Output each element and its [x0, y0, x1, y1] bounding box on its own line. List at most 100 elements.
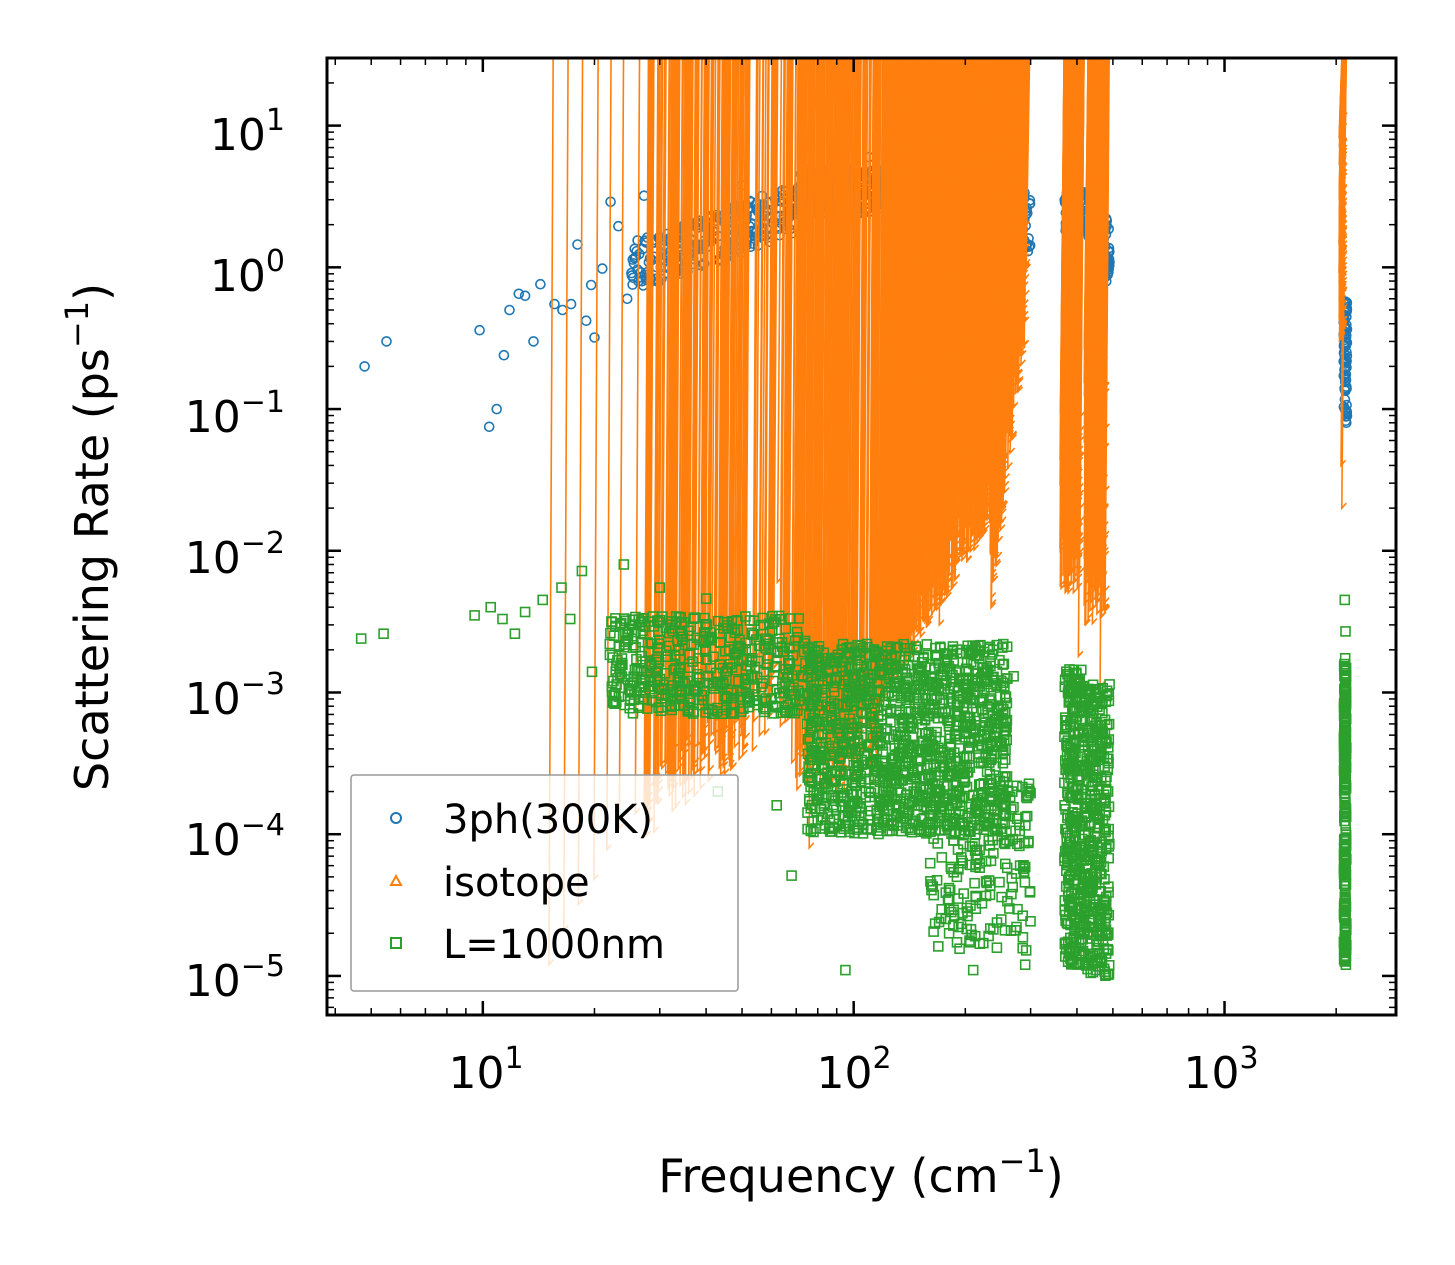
point-l-1000nm	[612, 654, 623, 666]
point-isotope	[1091, 58, 1097, 424]
point-l-1000nm	[829, 776, 840, 788]
point-l-1000nm	[885, 815, 897, 826]
point-l-1000nm	[985, 656, 996, 667]
point-l-1000nm	[821, 716, 833, 728]
point-l-1000nm	[892, 787, 904, 798]
point-l-1000nm	[912, 764, 924, 776]
point-l-1000nm	[960, 728, 972, 740]
point-l-1000nm	[876, 800, 888, 811]
point-l-1000nm	[930, 681, 942, 692]
point-l-1000nm	[825, 731, 836, 743]
point-isotope	[790, 58, 797, 765]
point-l-1000nm	[890, 661, 901, 673]
point-l-1000nm	[761, 635, 773, 646]
point-l-1000nm	[873, 684, 885, 696]
point-l-1000nm	[656, 690, 668, 701]
point-l-1000nm	[915, 784, 926, 795]
point-l-1000nm	[817, 812, 829, 823]
point-l-1000nm	[721, 701, 732, 713]
point-l-1000nm	[700, 643, 712, 655]
point-l-1000nm	[835, 765, 847, 777]
point-l-1000nm	[952, 844, 964, 855]
point-3ph-300k-	[627, 254, 639, 265]
point-l-1000nm	[804, 733, 816, 745]
point-isotope	[776, 58, 783, 585]
point-l-1000nm	[624, 680, 636, 691]
point-3ph-300k-	[528, 336, 539, 347]
point-l-1000nm	[808, 679, 820, 691]
point-l-1000nm	[1000, 691, 1012, 702]
point-l-1000nm	[968, 658, 979, 670]
point-l-1000nm	[959, 761, 970, 773]
point-l-1000nm	[728, 699, 739, 711]
point-isotope	[929, 58, 936, 610]
point-isotope	[686, 58, 692, 742]
point-l-1000nm	[1017, 910, 1029, 922]
point-l-1000nm	[1004, 791, 1016, 803]
point-3ph-300k-	[359, 361, 370, 372]
point-isotope	[1005, 58, 1012, 371]
point-isotope	[722, 58, 729, 737]
point-l-1000nm	[879, 690, 891, 702]
point-l-1000nm	[844, 641, 855, 653]
point-l-1000nm	[936, 852, 948, 863]
point-l-1000nm	[824, 700, 836, 712]
point-l-1000nm	[958, 888, 970, 899]
point-l-1000nm	[636, 616, 648, 627]
point-l-1000nm	[931, 791, 943, 802]
point-l-1000nm	[789, 635, 801, 646]
point-isotope	[905, 58, 911, 629]
point-l-1000nm	[824, 815, 836, 826]
point-l-1000nm	[838, 675, 850, 686]
point-l-1000nm	[871, 730, 882, 742]
point-l-1000nm	[1020, 945, 1032, 956]
point-isotope	[938, 58, 945, 628]
point-l-1000nm	[1010, 924, 1021, 936]
point-l-1000nm	[782, 699, 794, 711]
point-l-1000nm	[859, 675, 871, 687]
point-isotope	[708, 58, 715, 747]
point-l-1000nm	[787, 649, 799, 661]
point-l-1000nm	[846, 717, 857, 729]
point-l-1000nm	[719, 690, 730, 702]
point-l-1000nm	[997, 757, 1009, 769]
point-3ph-300k-	[498, 349, 510, 361]
point-isotope	[933, 58, 940, 591]
point-l-1000nm	[999, 725, 1010, 736]
point-l-1000nm	[898, 654, 910, 666]
point-isotope	[941, 58, 948, 561]
point-l-1000nm	[973, 733, 985, 745]
point-l-1000nm	[866, 757, 878, 769]
point-l-1000nm	[744, 660, 756, 672]
point-l-1000nm	[608, 690, 620, 701]
point-isotope	[1088, 58, 1095, 355]
point-3ph-300k-	[1339, 358, 1351, 369]
point-l-1000nm	[773, 610, 785, 622]
point-isotope	[1062, 58, 1069, 577]
point-l-1000nm	[938, 648, 950, 659]
point-l-1000nm	[974, 645, 986, 656]
point-isotope	[784, 58, 791, 725]
point-l-1000nm	[731, 646, 743, 657]
point-l-1000nm	[962, 640, 974, 652]
point-isotope	[909, 58, 916, 614]
point-isotope	[997, 58, 1004, 471]
point-l-1000nm	[981, 877, 993, 889]
point-l-1000nm	[622, 629, 633, 640]
point-isotope	[1017, 58, 1024, 394]
point-l-1000nm	[815, 823, 826, 834]
point-l-1000nm	[808, 715, 819, 727]
point-l-1000nm	[975, 757, 987, 769]
point-l-1000nm	[769, 662, 781, 673]
point-l-1000nm	[608, 696, 620, 708]
point-l-1000nm	[983, 724, 995, 735]
point-isotope	[1069, 58, 1076, 241]
point-l-1000nm	[693, 652, 704, 664]
point-l-1000nm	[806, 699, 818, 711]
point-l-1000nm	[805, 726, 816, 738]
point-isotope	[1020, 58, 1027, 276]
point-l-1000nm	[944, 815, 956, 827]
point-l-1000nm	[671, 616, 682, 628]
point-l-1000nm	[627, 677, 638, 689]
point-l-1000nm	[699, 612, 710, 624]
